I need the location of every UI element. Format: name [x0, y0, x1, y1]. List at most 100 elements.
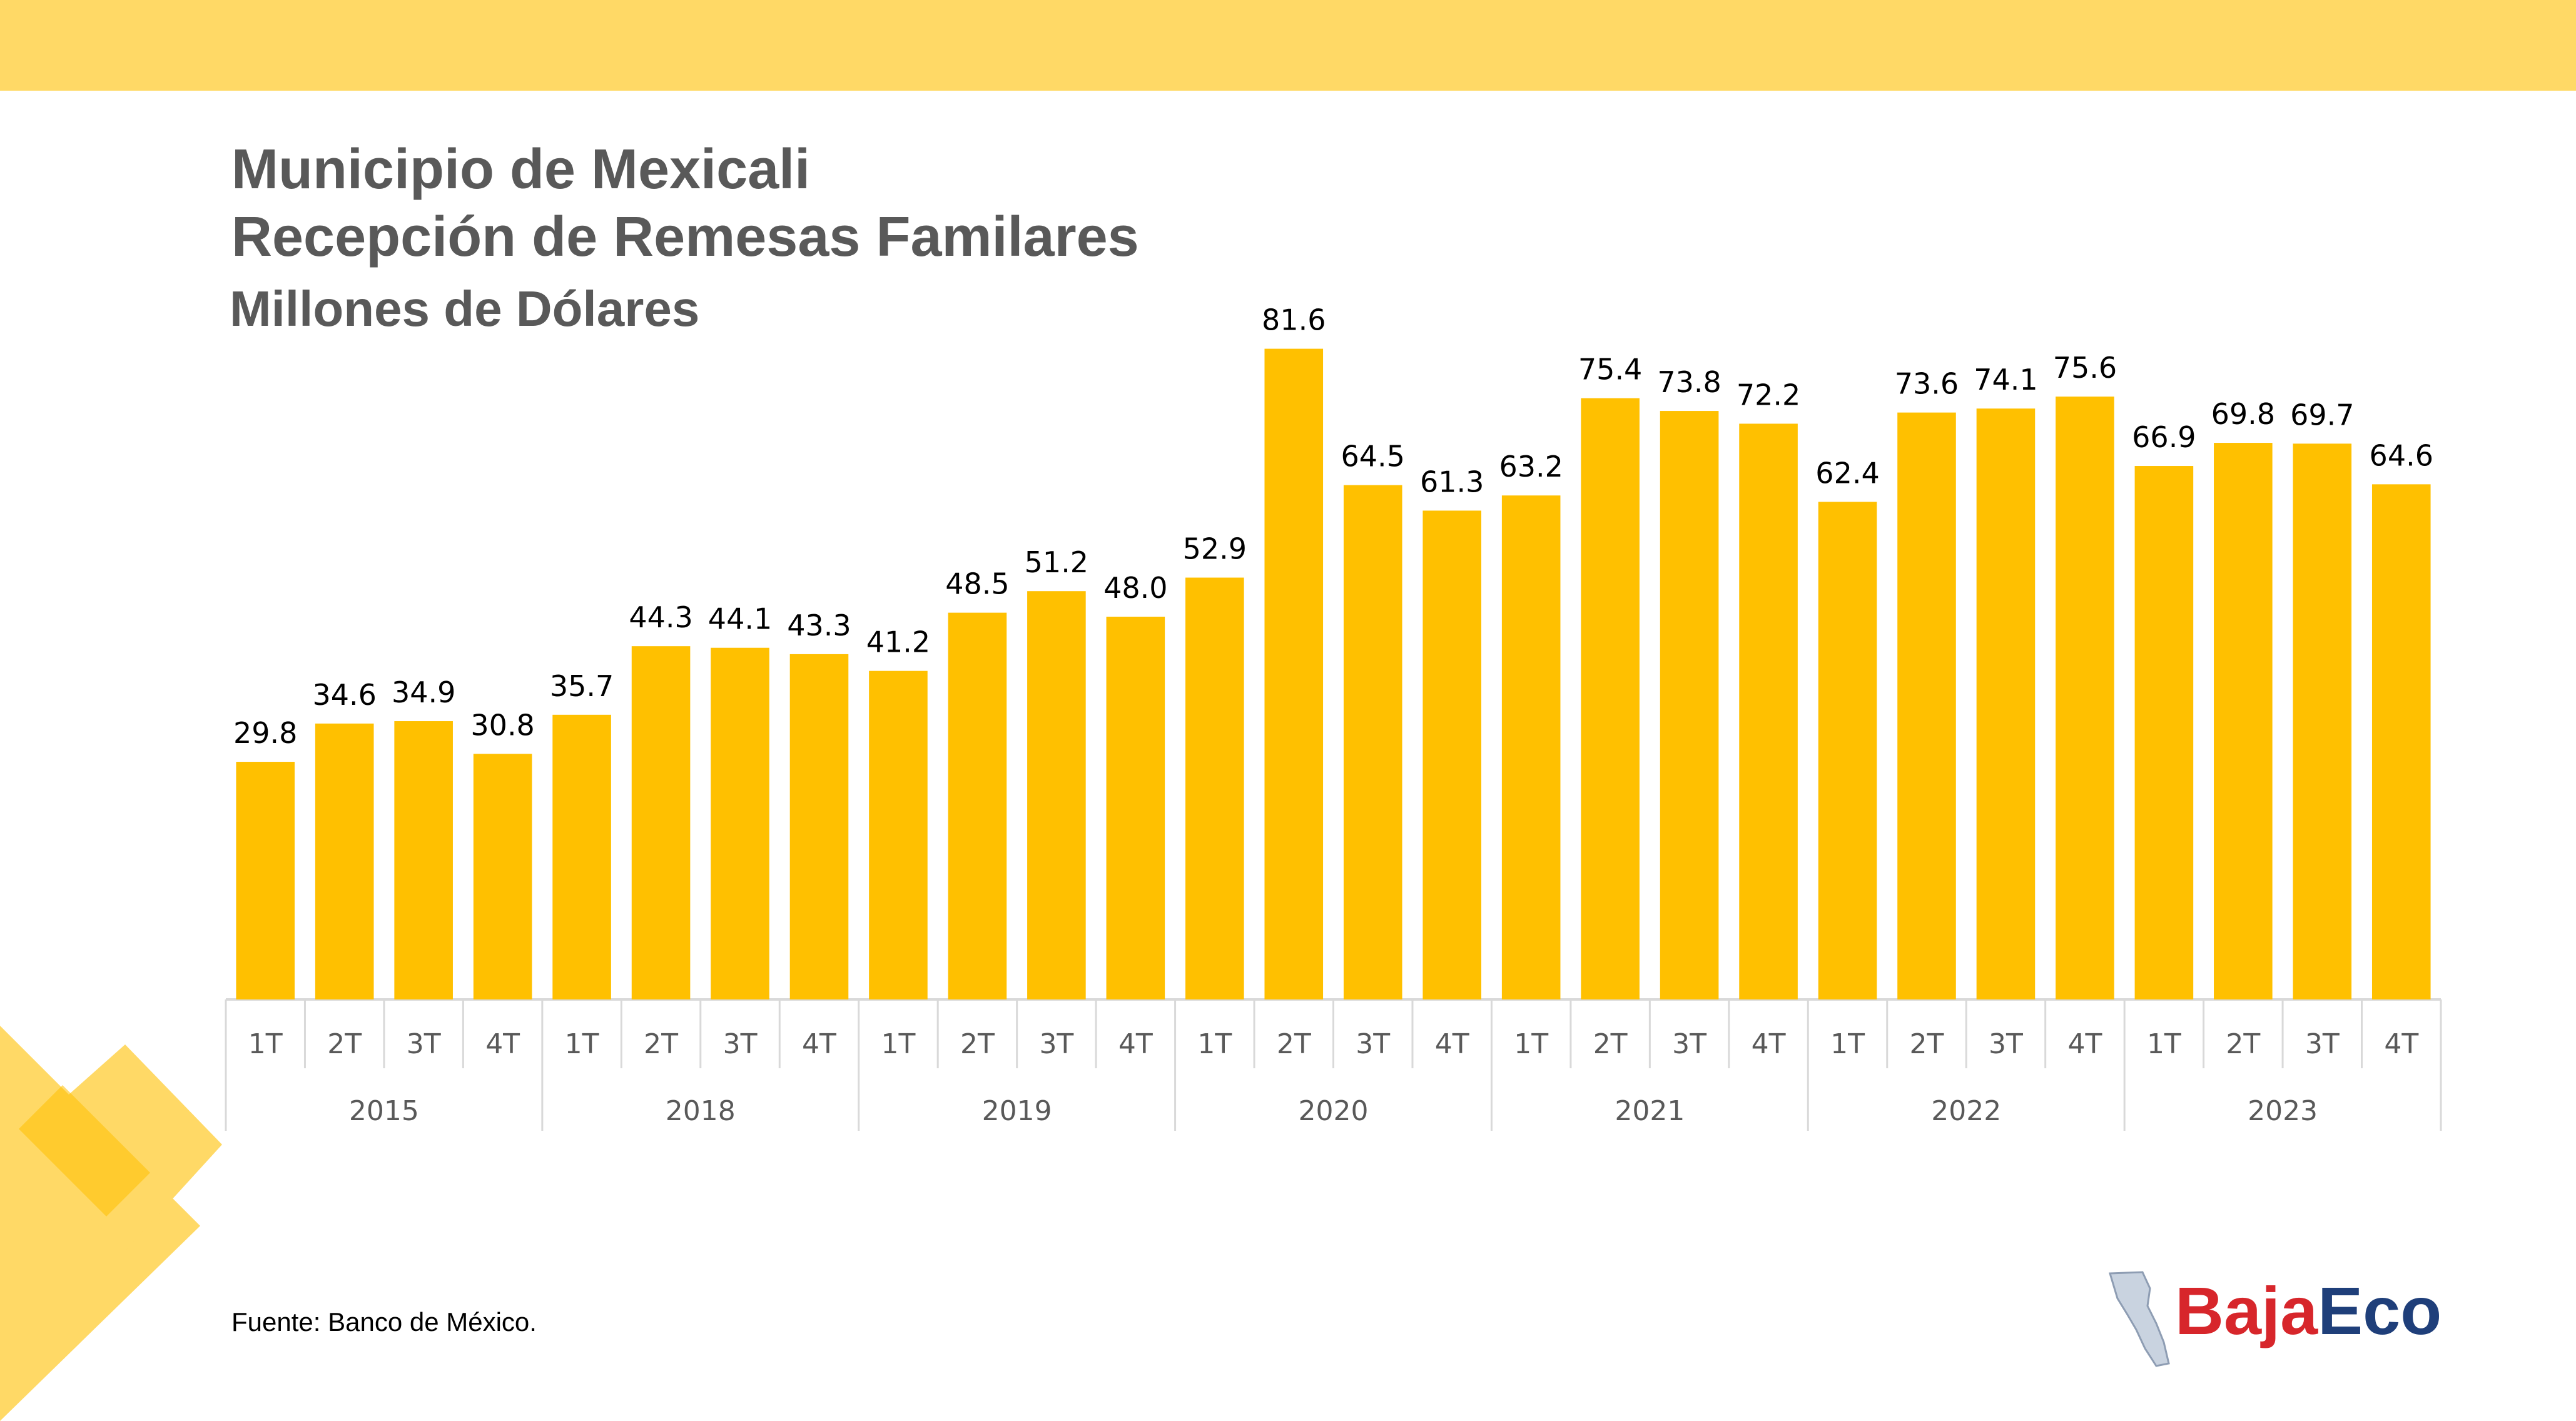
bar	[1660, 411, 1719, 999]
data-label: 61.3	[1420, 465, 1484, 498]
data-label: 34.6	[312, 678, 376, 712]
quarter-tick-label: 1T	[2147, 1028, 2181, 1060]
logo-baja: Baja	[2175, 1273, 2318, 1348]
data-label: 62.4	[1815, 456, 1879, 490]
data-label: 44.1	[708, 602, 772, 636]
bajaeco-logo: BajaEco	[2099, 1270, 2449, 1370]
bar	[1422, 510, 1481, 999]
data-label: 64.5	[1341, 440, 1405, 473]
map-shape	[2109, 1271, 2170, 1367]
source-note: Fuente: Banco de México.	[231, 1307, 537, 1337]
bar	[711, 647, 769, 999]
bar	[2134, 466, 2194, 999]
bar	[1897, 412, 1956, 999]
bar	[2214, 443, 2273, 999]
year-tick-label: 2020	[1299, 1095, 1369, 1127]
data-label: 30.8	[470, 708, 534, 742]
bar	[1501, 495, 1561, 999]
data-label: 73.8	[1657, 365, 1721, 399]
data-label: 74.1	[1974, 363, 2037, 397]
quarter-tick-label: 3T	[723, 1028, 758, 1060]
quarter-tick-label: 1T	[881, 1028, 916, 1060]
quarter-tick-label: 3T	[1356, 1028, 1390, 1060]
quarter-tick-label: 3T	[1672, 1028, 1706, 1060]
quarter-tick-label: 1T	[248, 1028, 283, 1060]
bar	[948, 612, 1007, 999]
quarter-tick-label: 4T	[1435, 1028, 1469, 1060]
quarter-tick-label: 3T	[407, 1028, 441, 1060]
quarter-tick-label: 2T	[960, 1028, 995, 1060]
year-tick-label: 2022	[1931, 1095, 2001, 1127]
data-label: 48.0	[1103, 571, 1167, 605]
bar	[2056, 397, 2114, 999]
bar	[869, 670, 928, 999]
data-label: 43.3	[787, 609, 851, 642]
logo-wordmark: BajaEco	[2175, 1277, 2442, 1345]
bar	[1818, 502, 1877, 999]
baja-california-map-icon	[2109, 1271, 2170, 1367]
bar	[1106, 617, 1165, 999]
quarter-tick-label: 3T	[2305, 1028, 2340, 1060]
data-label: 52.9	[1183, 532, 1247, 566]
bar	[631, 646, 691, 999]
data-label: 44.3	[629, 600, 692, 634]
bar	[473, 754, 532, 999]
data-label: 41.2	[866, 625, 930, 659]
quarter-tick-label: 4T	[485, 1028, 520, 1060]
data-label: 75.6	[2053, 351, 2117, 385]
quarter-tick-label: 1T	[1514, 1028, 1548, 1060]
logo-eco: Eco	[2318, 1273, 2442, 1348]
quarter-tick-label: 2T	[1277, 1028, 1311, 1060]
bar	[1027, 591, 1086, 999]
bar	[552, 714, 611, 999]
bar	[1185, 577, 1244, 999]
quarter-tick-label: 3T	[1039, 1028, 1073, 1060]
data-label: 51.2	[1025, 545, 1088, 579]
year-tick-label: 2023	[2248, 1095, 2318, 1127]
data-label: 69.8	[2211, 397, 2275, 431]
quarter-tick-label: 3T	[1989, 1028, 2023, 1060]
year-tick-label: 2019	[982, 1095, 1052, 1127]
chart-title: Municipio de Mexicali	[231, 138, 811, 201]
quarter-tick-label: 4T	[2067, 1028, 2102, 1060]
quarter-tick-label: 2T	[644, 1028, 678, 1060]
quarter-tick-label: 4T	[802, 1028, 836, 1060]
top-banner	[0, 0, 2576, 91]
bar	[1264, 348, 1324, 999]
year-tick-label: 2021	[1615, 1095, 1685, 1127]
quarter-tick-label: 2T	[2226, 1028, 2260, 1060]
bar	[394, 721, 453, 999]
quarter-tick-label: 1T	[565, 1028, 599, 1060]
bar	[315, 723, 374, 999]
bar	[1343, 485, 1402, 999]
quarter-tick-label: 4T	[2384, 1028, 2418, 1060]
data-label: 48.5	[945, 567, 1009, 601]
quarter-tick-label: 2T	[1593, 1028, 1628, 1060]
bar	[1581, 398, 1640, 999]
quarter-tick-label: 2T	[1910, 1028, 1944, 1060]
year-tick-label: 2018	[666, 1095, 736, 1127]
bar	[2371, 484, 2431, 999]
bar	[1739, 423, 1798, 999]
data-label: 75.4	[1578, 353, 1642, 387]
data-label: 66.9	[2132, 420, 2196, 454]
data-label: 72.2	[1737, 378, 1800, 412]
data-label: 63.2	[1499, 450, 1563, 483]
bar	[236, 762, 295, 999]
top-banner-fill	[0, 0, 2576, 91]
bar	[1976, 408, 2036, 999]
quarter-tick-label: 4T	[1752, 1028, 1786, 1060]
quarter-tick-label: 2T	[327, 1028, 362, 1060]
chart-subtitle: Recepción de Remesas Familares	[231, 206, 1139, 268]
quarter-tick-label: 4T	[1118, 1028, 1153, 1060]
data-label: 69.7	[2290, 398, 2354, 432]
data-label: 35.7	[550, 669, 614, 703]
chart-unit: Millones de Dólares	[230, 281, 700, 336]
quarter-tick-label: 1T	[1830, 1028, 1865, 1060]
data-label: 34.9	[392, 675, 455, 709]
data-label: 64.6	[2370, 438, 2433, 472]
data-label: 29.8	[233, 716, 297, 750]
data-label: 73.6	[1895, 367, 1959, 401]
data-label: 81.6	[1262, 303, 1326, 337]
